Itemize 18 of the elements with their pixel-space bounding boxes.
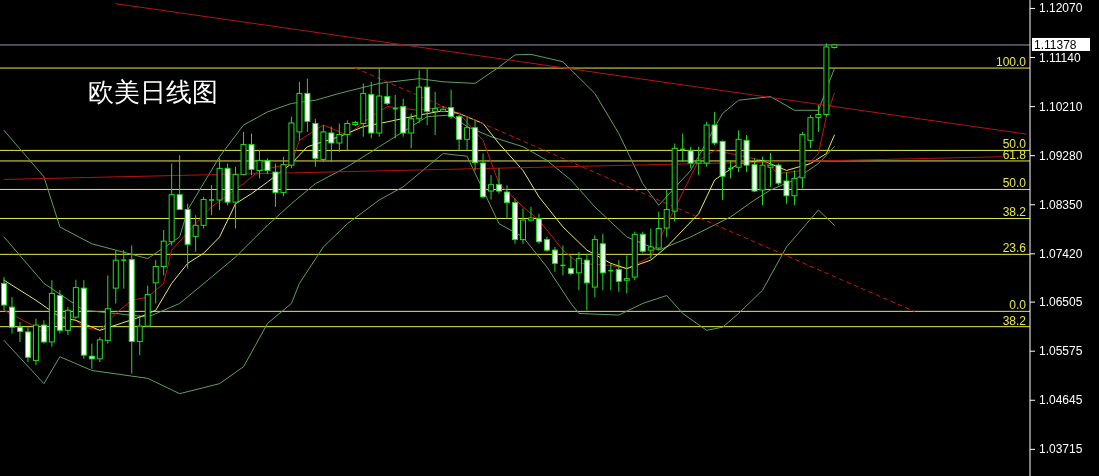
annotation: 100.0 [995, 55, 1026, 70]
annotation: 38.2 [1002, 313, 1026, 328]
y-tick-label: 1.06505 [1039, 295, 1083, 310]
y-tick-label: 1.11140 [1039, 50, 1081, 65]
y-tick-label: 1.10210 [1039, 99, 1083, 114]
ref-line-label: 1.11378 [1034, 37, 1077, 52]
text: 欧美日线图 [88, 77, 218, 107]
y-tick-label: 1.12070 [1039, 1, 1083, 16]
y-tick-label: 1.07420 [1039, 246, 1083, 261]
y-tick-label: 1.09280 [1039, 148, 1083, 163]
y-tick-label: 1.05575 [1039, 344, 1083, 359]
annotation: 0.0 [1009, 298, 1026, 313]
y-tick-label: 1.03715 [1039, 442, 1083, 457]
annotation: 23.6 [1002, 241, 1026, 256]
y-tick-label: 1.04645 [1039, 393, 1083, 408]
y-tick-label: 1.08350 [1039, 197, 1083, 212]
annotation: 50.0 [1002, 176, 1026, 191]
annotation: 38.2 [1002, 205, 1026, 220]
